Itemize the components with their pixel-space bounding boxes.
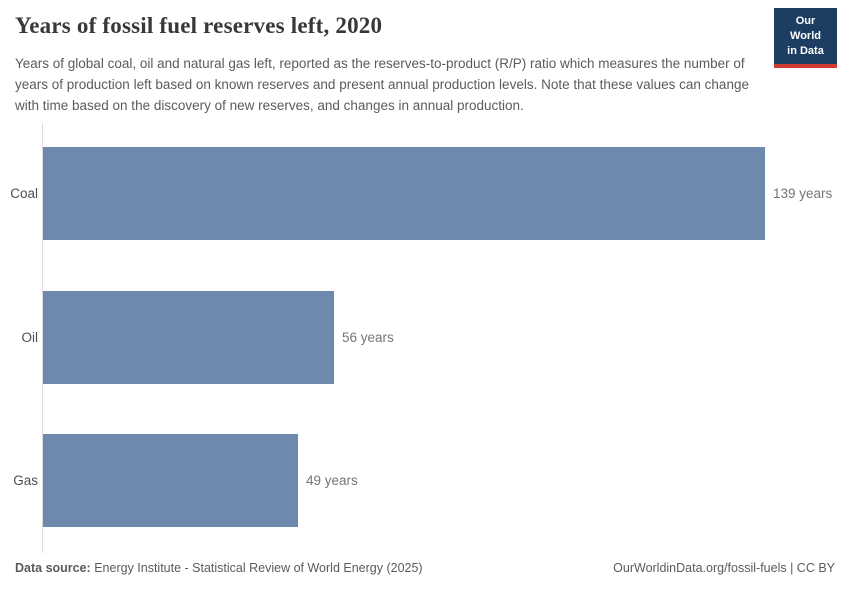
value-label-coal: 139 years	[773, 186, 833, 201]
owid-logo[interactable]: Our World in Data	[774, 8, 837, 68]
bar-chart: Coal 139 years Oil 56 years Gas 49 years	[0, 123, 850, 553]
data-source-note: Data source: Energy Institute - Statisti…	[15, 561, 423, 575]
bar-row-coal: Coal 139 years	[0, 147, 850, 240]
owid-logo-line2: in Data	[787, 44, 824, 57]
bar-row-gas: Gas 49 years	[0, 434, 850, 527]
owid-link[interactable]: OurWorldinData.org/fossil-fuels | CC BY	[613, 561, 835, 575]
category-label-gas: Gas	[13, 473, 38, 488]
data-source-label: Data source:	[15, 561, 91, 575]
category-label-coal: Coal	[10, 186, 38, 201]
category-label-oil: Oil	[21, 330, 39, 345]
bar-oil[interactable]	[43, 291, 334, 384]
value-label-gas: 49 years	[306, 473, 358, 488]
page-title: Years of fossil fuel reserves left, 2020	[15, 13, 383, 38]
chart-footer: Data source: Energy Institute - Statisti…	[15, 561, 835, 575]
bar-coal[interactable]	[43, 147, 765, 240]
bar-row-oil: Oil 56 years	[0, 291, 850, 384]
value-label-oil: 56 years	[342, 330, 394, 345]
y-axis-line	[42, 123, 43, 553]
owid-logo-line1: Our World	[790, 15, 821, 42]
chart-subtitle: Years of global coal, oil and natural ga…	[15, 56, 749, 113]
data-source-text: Energy Institute - Statistical Review of…	[90, 561, 423, 575]
bar-gas[interactable]	[43, 434, 298, 527]
